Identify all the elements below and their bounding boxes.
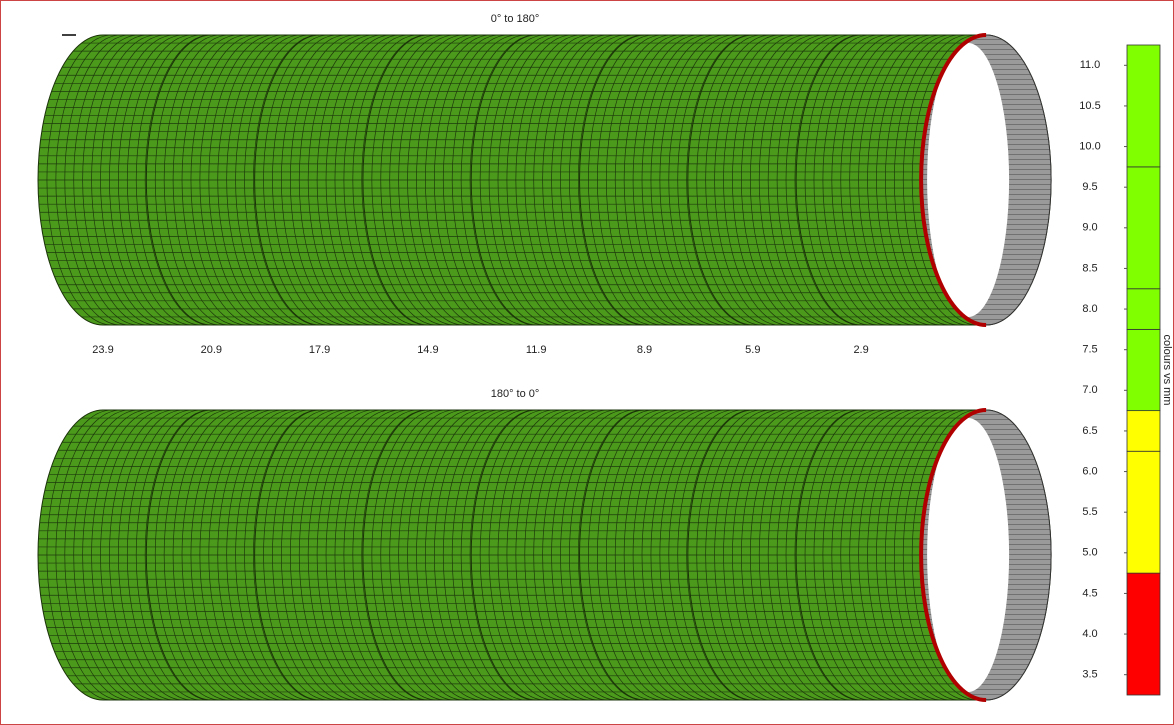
pipe-ring xyxy=(796,35,1051,325)
colorbar-tick-label: 8.5 xyxy=(1082,262,1097,274)
ring-label: 14.9 xyxy=(417,344,438,356)
colorbar-tick-label: 11.0 xyxy=(1080,59,1101,71)
colorbar-tick-label: 4.5 xyxy=(1082,587,1097,599)
pipe-ring xyxy=(796,410,1051,700)
colorbar-bin xyxy=(1127,411,1160,452)
colorbar-bin xyxy=(1127,451,1160,573)
colorbar-tick-label: 10.0 xyxy=(1079,140,1100,152)
ring-label: 23.9 xyxy=(92,344,113,356)
ring-label: 2.9 xyxy=(853,344,868,356)
ring-label: 11.9 xyxy=(526,344,547,356)
colorbar-tick-label: 5.0 xyxy=(1082,547,1097,559)
panel-title: 180° to 0° xyxy=(491,388,540,400)
colorbar-tick-label: 8.0 xyxy=(1082,303,1097,315)
ring-label: 17.9 xyxy=(309,344,330,356)
colorbar-tick-label: 9.0 xyxy=(1082,222,1097,234)
ring-label: 5.9 xyxy=(745,344,760,356)
ring-label: 20.9 xyxy=(201,344,222,356)
colorbar-tick-label: 6.5 xyxy=(1082,425,1097,437)
colorbar-tick-label: 7.5 xyxy=(1082,344,1097,356)
colorbar-tick-label: 7.0 xyxy=(1082,384,1097,396)
colorbar-tick-label: 5.5 xyxy=(1082,506,1097,518)
colorbar-bin xyxy=(1127,573,1160,695)
colorbar-label: colours vs mm xyxy=(1161,335,1173,406)
colorbar-tick-label: 10.5 xyxy=(1079,100,1100,112)
panel-title: 0° to 180° xyxy=(491,13,540,25)
colorbar-bin xyxy=(1127,45,1160,167)
colorbar-tick-label: 9.5 xyxy=(1082,181,1097,193)
colorbar-tick-label: 6.0 xyxy=(1082,465,1097,477)
chart: 0° to 180° 23.9 20.9 17.9 14.9 11.9 8.9 5.9 2.9 1… xyxy=(0,0,1174,725)
colorbar-tick-label: 3.5 xyxy=(1082,669,1097,681)
ring-label: 8.9 xyxy=(637,344,652,356)
colorbar-tick-label: 4.0 xyxy=(1082,628,1097,640)
colorbar-bin xyxy=(1127,329,1160,410)
colorbar-bin xyxy=(1127,289,1160,330)
colorbar-bin xyxy=(1127,167,1160,289)
